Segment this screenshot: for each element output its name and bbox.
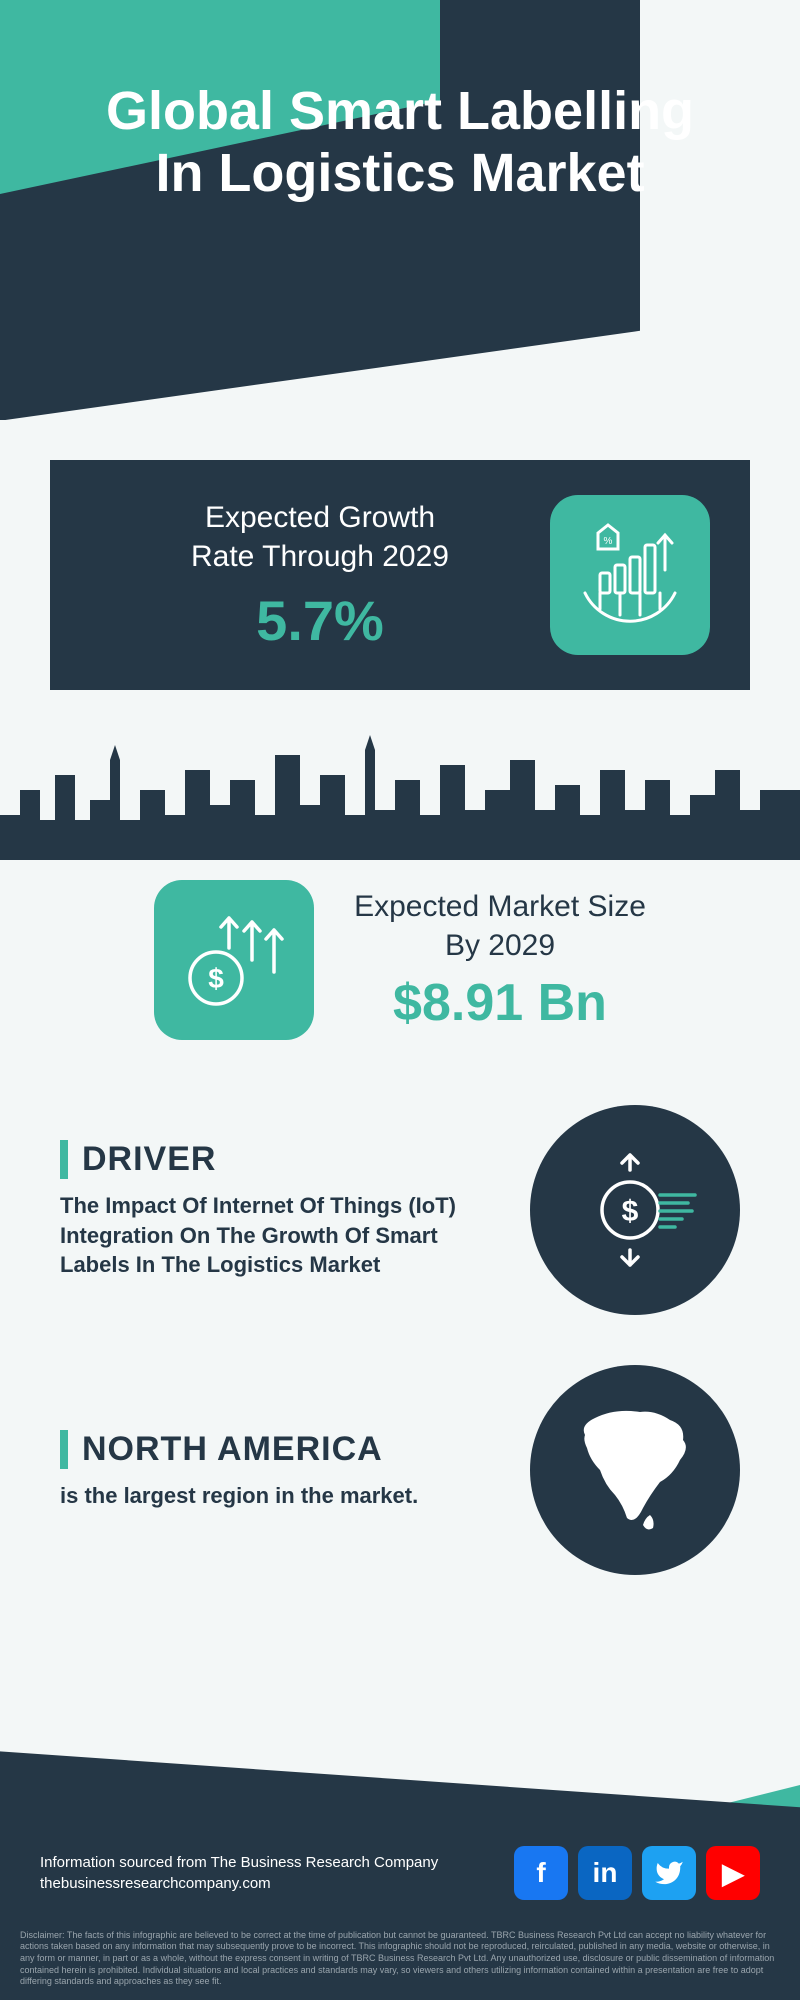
svg-text:$: $ [622, 1195, 639, 1228]
source-line-2: thebusinessresearchcompany.com [40, 1873, 438, 1894]
driver-title: DRIVER [60, 1140, 500, 1179]
youtube-icon[interactable]: ▶ [706, 1846, 760, 1900]
facebook-icon[interactable]: f [514, 1846, 568, 1900]
driver-text: DRIVER The Impact Of Internet Of Things … [60, 1140, 500, 1280]
growth-rate-value: 5.7% [90, 588, 550, 653]
market-size-label: Expected Market SizeBy 2029 [354, 887, 646, 965]
driver-section: DRIVER The Impact Of Internet Of Things … [0, 1080, 800, 1340]
source-text: Information sourced from The Business Re… [40, 1852, 438, 1894]
disclaimer-text: Disclaimer: The facts of this infographi… [20, 1930, 780, 1988]
region-body: is the largest region in the market. [60, 1481, 500, 1511]
twitter-icon[interactable] [642, 1846, 696, 1900]
region-section: NORTH AMERICA is the largest region in t… [0, 1340, 800, 1600]
growth-rate-label: Expected GrowthRate Through 2029 [90, 498, 550, 576]
dollar-arrows-up-icon: $ [154, 880, 314, 1040]
growth-chart-globe-icon: % [550, 495, 710, 655]
dollar-transfer-icon: $ [530, 1105, 740, 1315]
driver-body: The Impact Of Internet Of Things (IoT) I… [60, 1191, 500, 1280]
growth-rate-card: Expected GrowthRate Through 2029 5.7% % [50, 460, 750, 690]
footer-content: Information sourced from The Business Re… [40, 1846, 760, 1900]
growth-rate-text: Expected GrowthRate Through 2029 5.7% [90, 498, 550, 653]
market-size-text: Expected Market SizeBy 2029 $8.91 Bn [354, 887, 646, 1033]
page-title: Global Smart LabellingIn Logistics Marke… [0, 80, 800, 204]
source-line-1: Information sourced from The Business Re… [40, 1852, 438, 1873]
header: Global Smart LabellingIn Logistics Marke… [0, 0, 800, 420]
linkedin-icon[interactable]: in [578, 1846, 632, 1900]
svg-text:$: $ [208, 963, 224, 994]
city-skyline [0, 720, 800, 860]
market-size-row: $ Expected Market SizeBy 2029 $8.91 Bn [0, 860, 800, 1080]
svg-text:%: % [604, 536, 613, 547]
social-links: f in ▶ [514, 1846, 760, 1900]
market-size-value: $8.91 Bn [354, 973, 646, 1033]
region-text: NORTH AMERICA is the largest region in t… [60, 1430, 500, 1511]
north-america-map-icon [530, 1365, 740, 1575]
region-title: NORTH AMERICA [60, 1430, 500, 1469]
footer: Information sourced from The Business Re… [0, 1740, 800, 2000]
